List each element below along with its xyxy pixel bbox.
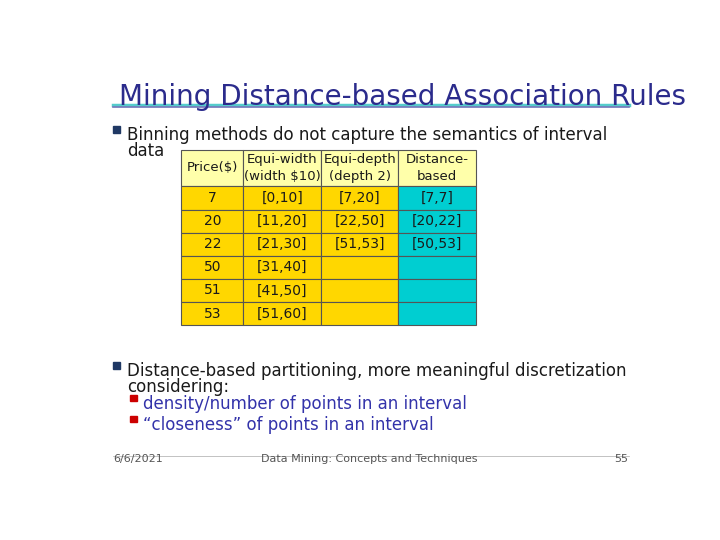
Bar — [321, 186, 398, 210]
Bar — [181, 210, 243, 233]
Text: [22,50]: [22,50] — [335, 214, 385, 228]
Bar — [243, 256, 321, 279]
Bar — [398, 210, 476, 233]
Text: [7,7]: [7,7] — [420, 191, 454, 205]
Bar — [181, 256, 243, 279]
Bar — [130, 416, 137, 422]
Text: Binning methods do not capture the semantics of interval: Binning methods do not capture the seman… — [127, 126, 608, 144]
Text: 50: 50 — [204, 260, 221, 274]
Text: Price($): Price($) — [186, 161, 238, 174]
Bar — [181, 302, 243, 325]
Bar — [321, 233, 398, 256]
Text: Distance-based partitioning, more meaningful discretization: Distance-based partitioning, more meanin… — [127, 362, 626, 380]
Bar — [398, 150, 476, 186]
Text: 22: 22 — [204, 237, 221, 251]
Bar — [398, 186, 476, 210]
Text: 20: 20 — [204, 214, 221, 228]
Bar — [243, 233, 321, 256]
Text: 55: 55 — [615, 454, 629, 464]
Text: [41,50]: [41,50] — [257, 284, 307, 298]
Bar — [321, 279, 398, 302]
Text: [51,53]: [51,53] — [335, 237, 385, 251]
Text: [11,20]: [11,20] — [257, 214, 307, 228]
Bar — [243, 186, 321, 210]
Text: 51: 51 — [204, 284, 221, 298]
Bar — [243, 210, 321, 233]
Text: density/number of points in an interval: density/number of points in an interval — [143, 395, 467, 413]
Text: considering:: considering: — [127, 378, 230, 396]
Bar — [113, 362, 120, 369]
Text: 6/6/2021: 6/6/2021 — [113, 454, 163, 464]
Bar — [181, 279, 243, 302]
Bar — [181, 150, 243, 186]
Text: [51,60]: [51,60] — [257, 307, 307, 321]
Bar — [181, 186, 243, 210]
Bar — [321, 302, 398, 325]
Text: “closeness” of points in an interval: “closeness” of points in an interval — [143, 416, 433, 434]
Text: Distance-
based: Distance- based — [405, 153, 469, 183]
Text: [7,20]: [7,20] — [339, 191, 380, 205]
Bar — [113, 126, 120, 132]
Bar — [398, 233, 476, 256]
Text: [21,30]: [21,30] — [257, 237, 307, 251]
Text: [20,22]: [20,22] — [412, 214, 462, 228]
Bar — [181, 233, 243, 256]
Text: [31,40]: [31,40] — [257, 260, 307, 274]
Text: data: data — [127, 142, 164, 160]
Bar — [243, 279, 321, 302]
Bar — [321, 210, 398, 233]
Bar — [398, 302, 476, 325]
Text: 53: 53 — [204, 307, 221, 321]
Bar — [130, 395, 137, 401]
Text: Equi-depth
(depth 2): Equi-depth (depth 2) — [323, 153, 396, 183]
Text: Mining Distance-based Association Rules: Mining Distance-based Association Rules — [120, 83, 686, 111]
Bar — [321, 256, 398, 279]
Bar — [321, 150, 398, 186]
Bar — [398, 256, 476, 279]
Text: [0,10]: [0,10] — [261, 191, 303, 205]
Text: Data Mining: Concepts and Techniques: Data Mining: Concepts and Techniques — [261, 454, 477, 464]
Text: 7: 7 — [208, 191, 217, 205]
Text: [50,53]: [50,53] — [412, 237, 462, 251]
Bar — [243, 302, 321, 325]
Text: Equi-width
(width $10): Equi-width (width $10) — [244, 153, 320, 183]
Bar — [243, 150, 321, 186]
Bar — [398, 279, 476, 302]
